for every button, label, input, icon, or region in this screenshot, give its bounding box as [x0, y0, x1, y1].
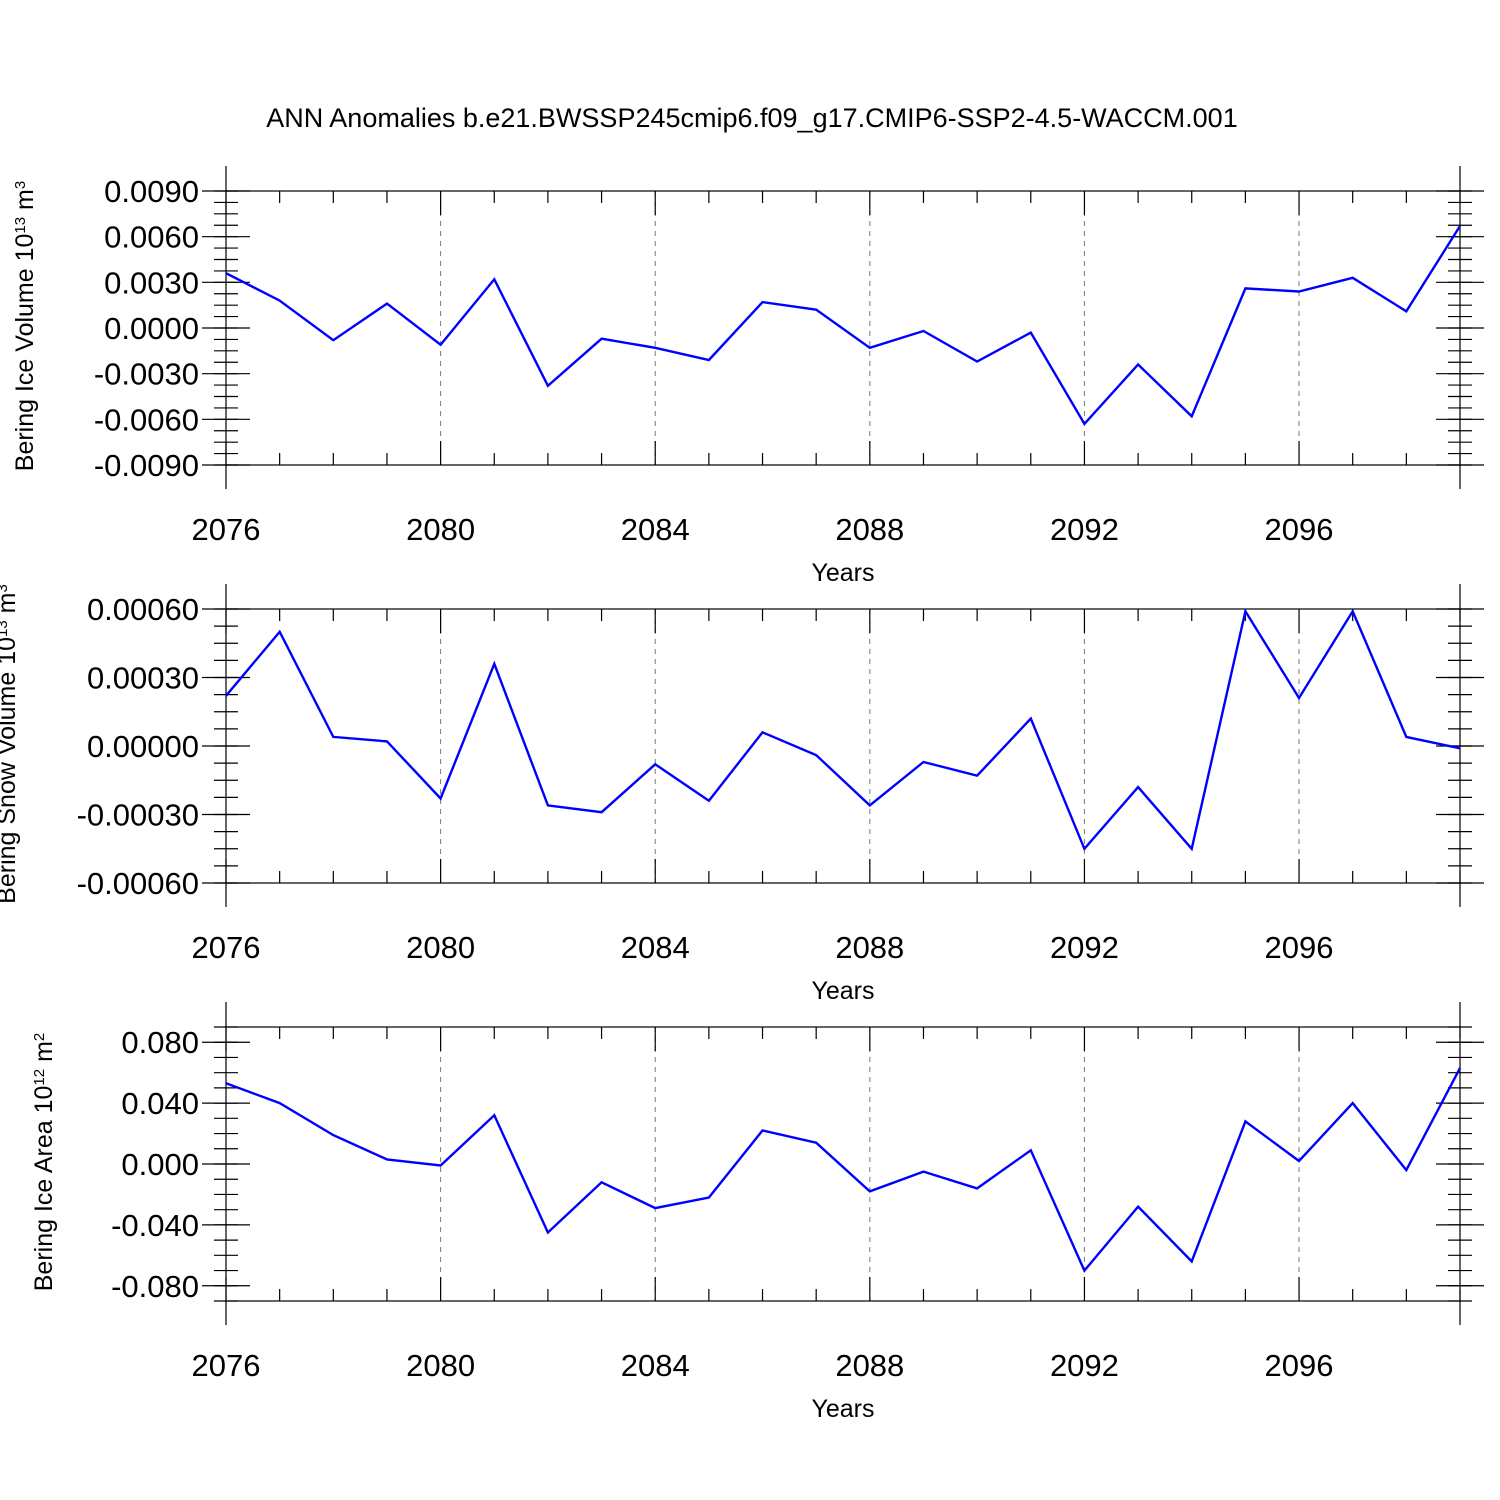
y-tick-label: 0.00060: [87, 592, 199, 627]
panel-snow-volume: -0.00060 -0.00030 0.00000 0.00030 0.00060 20…: [0, 584, 1484, 1005]
axis-ticks: [202, 1002, 1484, 1325]
y-label-exponent: 13: [0, 620, 11, 637]
x-tick-label: 2076: [192, 1348, 261, 1383]
x-tick-label: 2088: [835, 930, 904, 965]
y-axis-label: Bering Ice Volume 1013 m3: [11, 181, 39, 471]
plot-frame: [225, 190, 1461, 466]
axis-ticks: [202, 584, 1484, 907]
y-label-unit-exponent: 3: [12, 181, 29, 189]
grid-lines: [440, 1027, 1300, 1301]
y-label-unit-exponent: 2: [31, 1033, 48, 1041]
x-tick-label: 2092: [1050, 930, 1119, 965]
y-tick-label: 0.000: [121, 1147, 199, 1182]
x-tick-labels: 2076 2080 2084 2088 2092 2096: [192, 930, 1334, 965]
x-axis-label: Years: [811, 1395, 874, 1423]
x-tick-label: 2096: [1265, 930, 1334, 965]
x-tick-label: 2076: [192, 930, 261, 965]
x-tick-label: 2076: [192, 512, 261, 547]
y-tick-label: 0.0030: [104, 265, 199, 300]
x-tick-label: 2084: [621, 1348, 690, 1383]
x-tick-label: 2096: [1265, 512, 1334, 547]
y-label-text: Bering Ice Volume 10: [11, 234, 39, 472]
y-tick-label: 0.040: [121, 1086, 199, 1121]
y-tick-label: -0.0060: [94, 402, 199, 437]
x-tick-label: 2080: [406, 930, 475, 965]
y-tick-label: 0.00030: [87, 661, 199, 696]
y-label-unit: m: [11, 189, 39, 217]
y-tick-label: -0.0090: [94, 448, 199, 483]
plot-frame: [225, 608, 1461, 884]
x-tick-label: 2096: [1265, 1348, 1334, 1383]
series-line: [225, 225, 1462, 426]
y-tick-label: 0.080: [121, 1025, 199, 1060]
y-label-exponent: 12: [31, 1069, 48, 1086]
x-axis-label: Years: [811, 977, 874, 1005]
y-tick-label: 0.0060: [104, 220, 199, 255]
grid-lines: [440, 609, 1300, 883]
y-tick-label: -0.00060: [77, 866, 199, 901]
y-tick-label: -0.00030: [77, 798, 199, 833]
y-tick-labels: -0.0090 -0.0060 -0.0030 0.0000 0.0030 0.0060 0…: [94, 174, 199, 483]
x-tick-label: 2080: [406, 1348, 475, 1383]
chart-title: ANN Anomalies b.e21.BWSSP245cmip6.f09_g1…: [266, 103, 1237, 133]
y-tick-label: -0.080: [111, 1269, 199, 1304]
x-tick-labels: 2076 2080 2084 2088 2092 2096: [192, 1348, 1334, 1383]
x-tick-label: 2092: [1050, 512, 1119, 547]
y-tick-label: -0.040: [111, 1208, 199, 1243]
y-tick-label: 0.00000: [87, 729, 199, 764]
panel-ice-volume: -0.0090 -0.0060 -0.0030 0.0000 0.0030 0.0060 0…: [11, 166, 1484, 587]
series-line: [225, 608, 1461, 852]
x-tick-label: 2084: [621, 512, 690, 547]
y-axis-label: Bering Ice Area 1012 m2: [30, 1033, 58, 1292]
y-axis-label: Bering Snow Volume 1013 m3: [0, 584, 21, 904]
plot-frame: [225, 1026, 1461, 1302]
y-tick-labels: -0.00060 -0.00030 0.00000 0.00030 0.00060: [77, 592, 199, 901]
panel-ice-area: -0.080 -0.040 0.000 0.040 0.080 2076 2080 2084…: [30, 1002, 1484, 1423]
y-label-text: Bering Ice Area 10: [30, 1086, 58, 1292]
y-label-exponent: 13: [12, 217, 29, 234]
y-tick-label: 0.0090: [104, 174, 199, 209]
x-tick-label: 2084: [621, 930, 690, 965]
x-tick-label: 2088: [835, 1348, 904, 1383]
x-tick-label: 2092: [1050, 1348, 1119, 1383]
y-tick-label: 0.0000: [104, 311, 199, 346]
x-axis-label: Years: [811, 559, 874, 587]
y-label-unit: m: [0, 593, 21, 621]
y-tick-label: -0.0030: [94, 357, 199, 392]
y-tick-labels: -0.080 -0.040 0.000 0.040 0.080: [111, 1025, 199, 1304]
y-label-unit-exponent: 3: [0, 584, 11, 592]
x-tick-label: 2088: [835, 512, 904, 547]
y-label-unit: m: [30, 1041, 58, 1069]
series-line: [225, 1067, 1462, 1273]
y-label-text: Bering Snow Volume 10: [0, 637, 21, 904]
x-tick-labels: 2076 2080 2084 2088 2092 2096: [192, 512, 1334, 547]
x-tick-label: 2080: [406, 512, 475, 547]
grid-lines: [440, 191, 1300, 465]
